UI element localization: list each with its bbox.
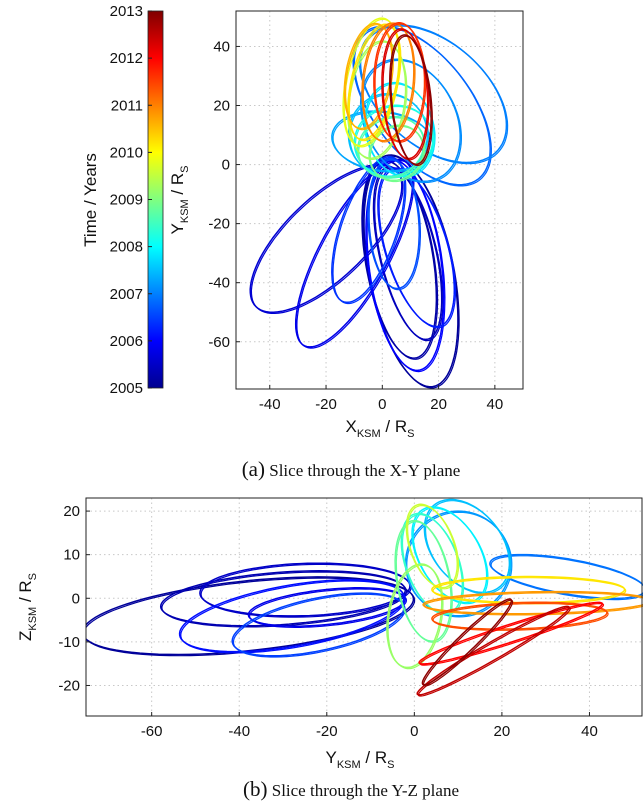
plot-yz-trajectory-1 (159, 570, 407, 627)
plot-yz-ytick-label: 20 (63, 503, 80, 520)
plot-xy-ytick-label: 0 (222, 157, 230, 174)
plot-yz-trajectory-repeat-8 (425, 500, 512, 595)
plot-yz-trajectory-repeat-19 (422, 599, 514, 687)
plot-xy-trajectory-repeat-12 (332, 111, 435, 173)
plot-xy-trajectories (249, 17, 509, 389)
plot-yz-ytick-label: 10 (63, 547, 80, 564)
plot-xy-caption: (a) Slice through the X-Y plane (242, 457, 461, 481)
plot-yz-ytick-label: -20 (58, 677, 80, 694)
plot-xy-trajectory-repeat-4 (296, 159, 415, 349)
plot-yz-background (86, 498, 643, 716)
plot-yz: -60 -40 -20 0 20 40 -20 -10 0 10 20 YKSM / RS ZKSM… (16, 497, 643, 801)
plot-yz-caption: (b) Slice through the Y-Z plane (243, 777, 459, 801)
plot-yz-trajectory-repeat-1 (161, 571, 408, 628)
plot-yz-trajectory-repeat-10 (401, 513, 465, 616)
colorbar-tick-label: 2011 (111, 97, 143, 114)
plot-yz-frame (85, 497, 643, 717)
plot-xy-xtick-label: 40 (487, 396, 504, 413)
plot-xy-ytick-label: -20 (208, 216, 230, 233)
plot-yz-trajectories (86, 498, 643, 697)
plot-yz-trajectory-repeat-3 (248, 588, 408, 628)
plot-yz-trajectory-3 (247, 587, 406, 627)
plot-xy-ylabel: YKSM / RS (168, 166, 191, 235)
plot-xy-ytick-label: 40 (213, 38, 230, 55)
plot-xy: -40 -20 0 20 40 -60 -40 -20 0 20 40 XKSM / RS YKSM… (168, 10, 524, 481)
plot-yz-trajectory-19 (421, 598, 513, 686)
plot-xy-xtick-label: 0 (378, 396, 386, 413)
plot-yz-trajectory-repeat-15 (423, 592, 643, 616)
plot-xy-ticks: -40 -20 0 20 40 -60 -40 -20 0 20 40 (208, 38, 503, 413)
plot-xy-xtick-label: -40 (259, 396, 281, 413)
plot-xy-ytick-label: -60 (208, 334, 230, 351)
plot-yz-trajectory-repeat-7 (406, 511, 513, 618)
plot-yz-xtick-label: 20 (494, 723, 511, 740)
plot-yz-xtick-label: -60 (141, 723, 163, 740)
plot-yz-trajectory-repeat-4 (180, 580, 406, 654)
colorbar-tick-label: 2012 (110, 50, 143, 67)
plot-yz-trajectory-repeat-5 (232, 593, 406, 658)
colorbar-tick-label: 2010 (110, 144, 143, 161)
plot-xy-trajectory-repeat-3 (250, 165, 404, 314)
plot-yz-trajectory-repeat-9 (412, 507, 489, 605)
plot-xy-trajectory-7 (331, 155, 406, 304)
colorbar-tick-label: 2013 (110, 3, 143, 20)
colorbar-tick-label: 2006 (110, 333, 143, 350)
plot-xy-xtick-label: 20 (430, 396, 447, 413)
plot-yz-trajectory-2 (199, 562, 411, 617)
plot-yz-ticks: -60 -40 -20 0 20 40 -20 -10 0 10 20 (58, 503, 597, 740)
plot-yz-trajectory-repeat-16 (432, 602, 609, 631)
plot-xy-trajectory-12 (331, 110, 434, 172)
plot-yz-trajectory-5 (231, 592, 405, 657)
colorbar-tick-label: 2009 (110, 192, 143, 209)
plot-xy-trajectory-repeat-21 (345, 24, 394, 131)
plot-yz-xtick-label: -20 (316, 723, 338, 740)
plot-xy-grid (236, 11, 523, 389)
plot-yz-ytick-label: 0 (72, 590, 80, 607)
plot-xy-trajectory-repeat-25 (390, 35, 433, 167)
plot-yz-trajectory-repeat-13 (406, 504, 460, 590)
plot-yz-trajectory-14 (431, 575, 626, 604)
colorbar-tick-label: 2007 (110, 286, 143, 303)
plot-yz-xtick-label: -40 (228, 723, 250, 740)
colorbar-tick-label: 2005 (110, 380, 143, 397)
plot-yz-ylabel: ZKSM / RS (16, 573, 39, 641)
plot-yz-trajectory-repeat-18 (417, 607, 571, 697)
colorbar-label: Time / Years (81, 153, 100, 247)
plot-yz-trajectory-repeat-17 (419, 603, 605, 666)
plot-xy-trajectory-4 (294, 158, 414, 348)
plot-yz-xtick-label: 0 (410, 723, 418, 740)
colorbar-tick-label: 2008 (110, 239, 143, 256)
plot-xy-frame (235, 10, 524, 390)
colorbar: 2005 2006 2007 2008 2009 2010 2011 2012 2013 Tim… (81, 3, 164, 397)
plot-yz-xlabel: YKSM / RS (326, 748, 395, 771)
colorbar-ticks: 2005 2006 2007 2008 2009 2010 2011 2012 2013 (110, 3, 152, 397)
plot-xy-trajectory-repeat-8 (368, 159, 421, 291)
plot-yz-trajectory-4 (178, 579, 405, 653)
plot-yz-trajectory-18 (416, 605, 570, 696)
plot-xy-xlabel: XKSM / RS (346, 417, 415, 440)
plot-xy-trajectory-3 (249, 163, 403, 313)
plot-xy-ytick-label: -40 (208, 275, 230, 292)
plot-xy-trajectory-repeat-23 (374, 23, 427, 143)
plot-xy-ytick-label: 20 (213, 98, 230, 115)
plot-yz-trajectory-repeat-2 (200, 563, 412, 618)
plot-xy-trajectory-repeat-16 (358, 117, 426, 179)
plot-yz-ytick-label: -10 (58, 634, 80, 651)
plot-xy-xtick-label: -20 (315, 396, 337, 413)
plot-yz-trajectory-repeat-14 (432, 577, 627, 605)
plot-yz-xtick-label: 40 (581, 723, 598, 740)
plot-xy-trajectory-repeat-24 (382, 29, 430, 161)
